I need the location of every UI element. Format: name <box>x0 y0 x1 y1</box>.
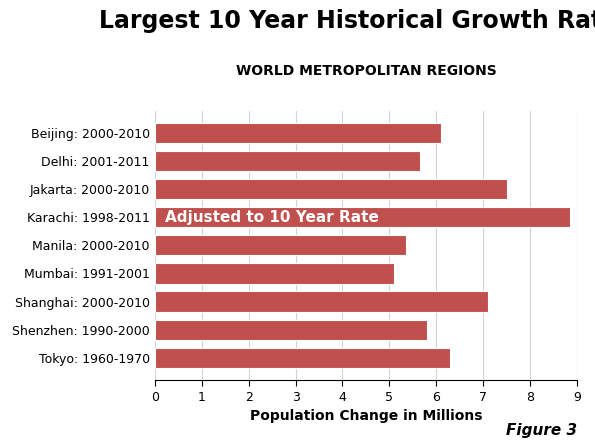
Text: Adjusted to 10 Year Rate: Adjusted to 10 Year Rate <box>165 210 379 225</box>
Text: Largest 10 Year Historical Growth Rates: Largest 10 Year Historical Growth Rates <box>99 9 595 33</box>
Bar <box>155 123 441 143</box>
Bar <box>155 291 488 312</box>
Bar <box>155 207 570 227</box>
Text: WORLD METROPOLITAN REGIONS: WORLD METROPOLITAN REGIONS <box>236 64 496 78</box>
X-axis label: Population Change in Millions: Population Change in Millions <box>250 409 482 423</box>
Bar <box>155 151 420 171</box>
Bar <box>155 263 394 283</box>
Bar <box>155 235 406 255</box>
Bar <box>155 179 507 199</box>
Text: Figure 3: Figure 3 <box>506 423 577 438</box>
Bar <box>155 347 450 368</box>
Bar <box>155 320 427 340</box>
